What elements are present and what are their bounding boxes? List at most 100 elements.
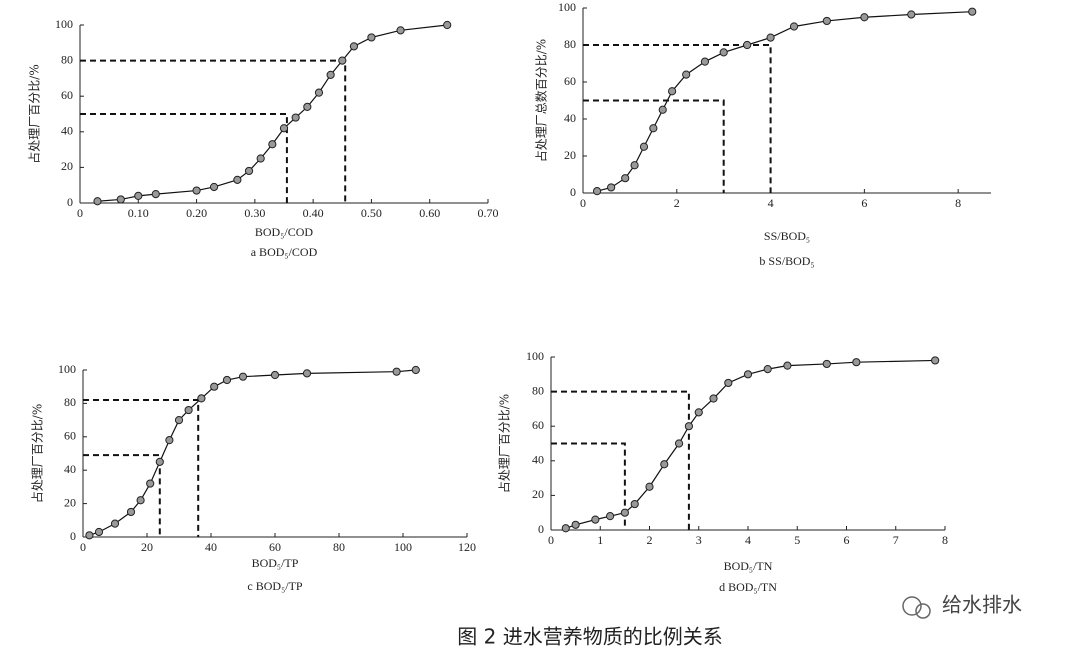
data-point xyxy=(222,375,232,385)
reference-line xyxy=(551,390,690,530)
data-point xyxy=(165,436,174,445)
data-point xyxy=(700,57,710,66)
data-point xyxy=(396,26,405,35)
data-point xyxy=(94,527,104,537)
data-point xyxy=(630,499,639,509)
data-point xyxy=(620,508,629,517)
subtitle: c BOD₅/TP xyxy=(247,579,303,593)
x-tick-label: 0 xyxy=(548,533,554,547)
data-point xyxy=(303,102,312,111)
data-point xyxy=(134,191,143,200)
data-point xyxy=(674,439,684,448)
x-tick-label: 0.10 xyxy=(128,206,149,220)
reference-line xyxy=(83,454,161,537)
y-tick-label: 100 xyxy=(526,349,544,363)
y-tick-label: 60 xyxy=(61,88,73,102)
data-point xyxy=(174,416,184,425)
x-tick-label: 0.20 xyxy=(186,206,207,220)
data-point xyxy=(291,113,300,122)
y-tick-label: 60 xyxy=(64,429,76,443)
data-point xyxy=(151,190,160,199)
data-point xyxy=(931,356,940,365)
data-point xyxy=(709,394,718,403)
data-point xyxy=(210,382,219,391)
chart-panel: 0 20 40 60 80 100 120 0 20 40 60 80 100 BOD₅/TP c BOD₅… xyxy=(30,362,477,593)
data-point xyxy=(184,405,193,415)
reference-line xyxy=(583,44,772,193)
data-point xyxy=(822,16,831,26)
data-point xyxy=(682,70,691,79)
data-point xyxy=(256,154,265,163)
data-point xyxy=(136,496,145,505)
y-tick-label: 80 xyxy=(61,52,73,66)
x-tick-label: 20 xyxy=(141,540,153,554)
data-point xyxy=(314,88,324,97)
x-tick-label: 80 xyxy=(333,540,345,554)
reference-line xyxy=(551,442,626,530)
x-tick-label: 2 xyxy=(674,196,680,210)
data-point xyxy=(349,42,359,51)
figure-caption: 图 2 进水营养物质的比例关系 xyxy=(457,625,722,649)
data-point xyxy=(694,408,703,417)
data-point xyxy=(822,359,831,369)
x-axis-label: SS/BOD₅ xyxy=(764,229,810,243)
y-tick-label: 20 xyxy=(564,148,576,162)
data-point xyxy=(684,422,694,431)
data-point xyxy=(270,370,280,380)
data-point xyxy=(192,186,201,195)
x-tick-label: 6 xyxy=(861,196,867,210)
data-point xyxy=(146,479,155,488)
x-tick-label: 5 xyxy=(794,533,800,547)
data-point xyxy=(852,358,861,367)
y-tick-label: 20 xyxy=(532,487,544,501)
data-point xyxy=(743,370,753,379)
y-tick-label: 0 xyxy=(67,195,73,209)
y-tick-label: 80 xyxy=(564,37,576,51)
x-tick-label: 0 xyxy=(80,540,86,554)
data-point xyxy=(668,87,677,96)
data-point xyxy=(783,361,792,370)
data-point xyxy=(607,183,616,192)
subtitle: b SS/BOD₅ xyxy=(759,254,814,268)
x-tick-label: 0.60 xyxy=(419,206,440,220)
chart-panel: 0 0.10 0.20 0.30 0.40 0.50 0.60 0.70 0 20 40 60 80 10… xyxy=(27,17,499,259)
data-point xyxy=(85,531,94,540)
data-point xyxy=(326,70,335,79)
data-point xyxy=(724,378,733,388)
y-tick-label: 20 xyxy=(64,495,76,509)
data-point xyxy=(238,372,248,381)
x-tick-label: 6 xyxy=(844,533,850,547)
y-tick-label: 20 xyxy=(61,159,73,173)
y-tick-label: 0 xyxy=(570,185,576,199)
y-tick-label: 80 xyxy=(532,383,544,397)
reference-line xyxy=(583,99,725,193)
x-tick-label: 0 xyxy=(77,206,83,220)
x-tick-label: 0.70 xyxy=(478,206,499,220)
x-tick-label: 1 xyxy=(597,533,603,547)
data-point xyxy=(571,520,580,529)
y-tick-label: 0 xyxy=(70,529,76,543)
data-point xyxy=(116,195,125,204)
data-point xyxy=(639,142,649,151)
x-tick-label: 4 xyxy=(745,533,751,547)
data-point xyxy=(443,20,452,30)
y-tick-label: 40 xyxy=(64,462,76,476)
x-tick-label: 3 xyxy=(696,533,702,547)
x-tick-label: 0.40 xyxy=(303,206,324,220)
x-axis-label: BOD₅/TP xyxy=(252,556,299,570)
data-point xyxy=(649,124,658,133)
data-point xyxy=(630,161,639,170)
data-point xyxy=(338,56,347,65)
x-tick-label: 120 xyxy=(458,540,476,554)
y-tick-label: 100 xyxy=(55,17,73,31)
x-tick-label: 60 xyxy=(269,540,281,554)
data-point xyxy=(392,367,401,376)
data-point xyxy=(591,515,600,524)
data-point xyxy=(645,482,654,491)
y-axis-label: 占处理厂百分比/% xyxy=(27,64,42,163)
data-point xyxy=(126,507,136,517)
y-tick-label: 40 xyxy=(61,124,73,138)
data-point xyxy=(766,33,775,42)
